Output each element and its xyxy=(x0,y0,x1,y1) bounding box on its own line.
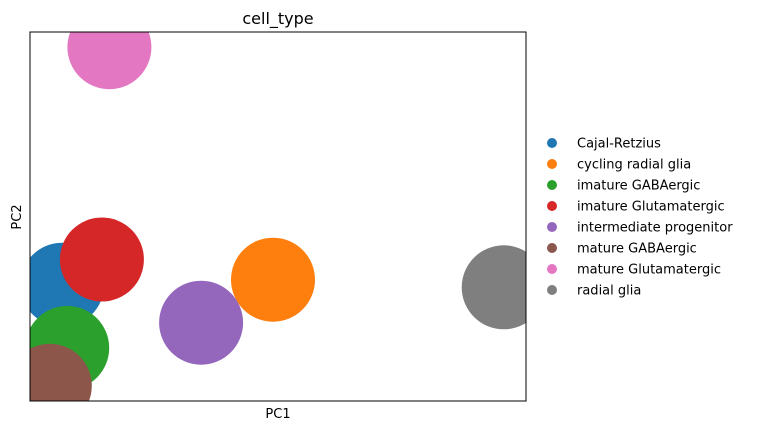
point-mature-gabaergic xyxy=(30,343,92,401)
legend-marker-radial-glia xyxy=(547,285,557,295)
legend-label-radial-glia: radial glia xyxy=(577,284,641,299)
legend-marker-mature-glutamatergic xyxy=(547,264,557,274)
legend-marker-imature-gabaergic xyxy=(547,180,557,190)
legend-marker-imature-glutamatergic xyxy=(547,201,557,211)
y-axis-label: PC2 xyxy=(10,204,25,229)
legend-label-imature-gabaergic: imature GABAergic xyxy=(577,179,700,194)
point-mature-glutamatergic xyxy=(67,32,152,90)
legend-label-mature-gabaergic: mature GABAergic xyxy=(577,242,697,257)
point-radial-glia xyxy=(461,245,526,330)
points-group xyxy=(30,32,526,401)
legend-marker-cajal-retzius xyxy=(547,138,557,148)
legend-label-mature-glutamatergic: mature Glutamatergic xyxy=(577,263,721,278)
point-cycling-radial-glia xyxy=(231,237,315,322)
legend-label-intermediate-progenitor: intermediate progenitor xyxy=(577,221,733,236)
chart-title: cell_type xyxy=(242,9,313,29)
legend-label-cycling-radial-glia: cycling radial glia xyxy=(577,158,691,173)
x-axis-label: PC1 xyxy=(265,407,290,422)
point-intermediate-progenitor xyxy=(159,280,244,365)
legend-marker-cycling-radial-glia xyxy=(547,159,557,169)
legend-marker-mature-gabaergic xyxy=(547,243,557,253)
legend-label-cajal-retzius: Cajal-Retzius xyxy=(577,137,661,152)
legend-marker-intermediate-progenitor xyxy=(547,222,557,232)
plot-frame xyxy=(29,31,527,402)
point-imature-glutamatergic xyxy=(59,217,144,302)
legend-label-imature-glutamatergic: imature Glutamatergic xyxy=(577,200,725,215)
legend: Cajal-Retzius cycling radial glia imature … xyxy=(547,137,733,299)
